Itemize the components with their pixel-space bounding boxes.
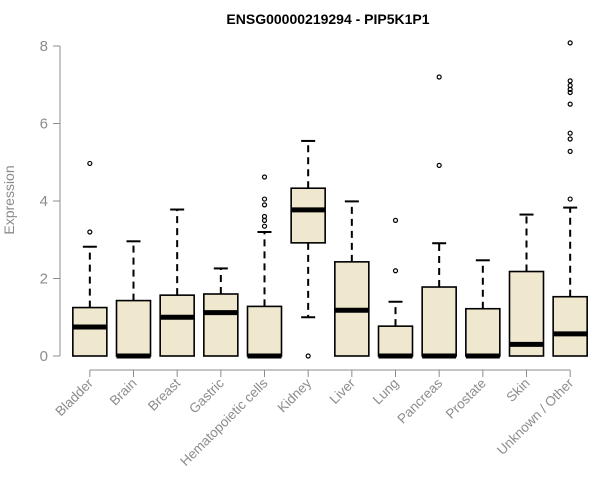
outlier-point	[392, 217, 399, 223]
box-iqr	[552, 295, 588, 357]
x-tick-label: Liver	[327, 375, 359, 407]
box-bladder	[72, 160, 108, 357]
outlier-point	[305, 353, 311, 359]
box-lung	[377, 217, 414, 359]
box-liver	[334, 200, 370, 357]
x-tick-label: Hematopoietic cells	[177, 375, 271, 469]
outlier-point	[261, 213, 268, 220]
y-tick-label: 0	[40, 348, 48, 365]
outlier-point	[436, 74, 442, 80]
box-skin	[508, 213, 545, 357]
outlier-point	[87, 160, 93, 167]
outlier-point	[261, 223, 268, 229]
box-breast	[159, 208, 195, 357]
y-tick-label: 2	[40, 271, 48, 288]
outlier-point	[567, 196, 573, 202]
y-axis-label: Expression	[1, 165, 17, 234]
box-iqr	[115, 299, 152, 357]
box-iqr	[72, 306, 108, 357]
box-iqr	[246, 305, 283, 357]
box-prostate	[465, 259, 501, 359]
chart-title: ENSG00000219294 - PIP5K1P1	[226, 11, 429, 27]
outlier-point	[567, 136, 573, 142]
outlier-point	[567, 148, 573, 154]
box-iqr	[377, 325, 414, 357]
box-iqr	[203, 293, 239, 357]
box-pancreas	[421, 74, 457, 359]
box-iqr	[465, 307, 501, 357]
y-tick-label: 8	[40, 38, 48, 55]
x-tick-label: Gastric	[186, 375, 227, 416]
outlier-point	[567, 82, 573, 89]
x-tick-label: Kidney	[274, 375, 314, 415]
boxes-layer	[72, 40, 588, 359]
x-tick-label: Breast	[145, 375, 183, 413]
x-tick-label: Prostate	[443, 376, 489, 422]
outlier-point	[261, 202, 268, 208]
outlier-point	[567, 78, 573, 84]
outlier-point	[567, 89, 573, 96]
box-kidney	[290, 139, 326, 359]
outlier-point	[567, 40, 573, 46]
box-iqr	[159, 294, 195, 357]
box-hematopoietic-cells	[246, 174, 283, 359]
box-iqr	[290, 187, 326, 244]
outlier-point	[261, 196, 268, 202]
outlier-point	[567, 130, 573, 136]
outlier-point	[87, 229, 93, 235]
x-tick-label: Unknown / Other	[494, 375, 577, 458]
box-unknown-other	[552, 40, 588, 357]
outlier-point	[436, 162, 442, 168]
y-tick-label: 6	[40, 116, 48, 133]
x-tick-label: Brain	[107, 376, 140, 409]
outlier-point	[261, 174, 268, 180]
x-tick-label: Skin	[503, 376, 532, 405]
outlier-point	[567, 101, 573, 107]
y-axis: 0 2 4 6 8	[40, 38, 61, 365]
box-iqr	[421, 286, 457, 357]
outlier-point	[392, 268, 399, 274]
y-tick-label: 4	[40, 193, 48, 210]
x-tick-label: Pancreas	[394, 375, 445, 426]
x-tick-label: Bladder	[52, 375, 96, 419]
box-brain	[115, 240, 152, 359]
x-tick-label: Lung	[370, 376, 402, 408]
box-gastric	[203, 267, 239, 357]
